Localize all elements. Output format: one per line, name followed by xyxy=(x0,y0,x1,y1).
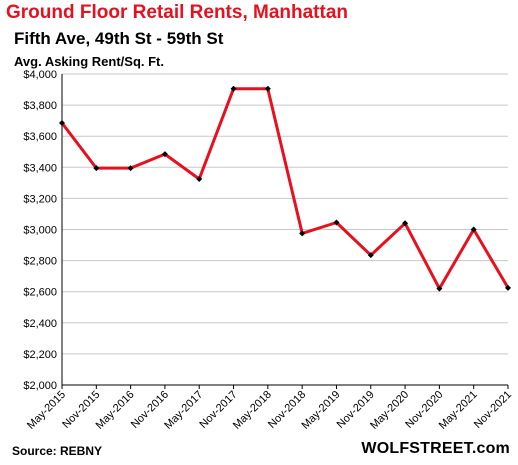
data-point xyxy=(402,220,409,227)
y-tick-label: $3,800 xyxy=(23,100,57,112)
y-tick-label: $2,200 xyxy=(23,349,57,361)
series-line-path xyxy=(60,87,510,291)
data-point xyxy=(436,285,443,292)
y-tick-labels: $2,000 $2,200 $2,400 $2,600 $2,800 $3,000 $3,2… xyxy=(23,69,57,392)
chart-subtitle: Fifth Ave, 49th St - 59th St xyxy=(14,29,224,48)
y-axis-label: Avg. Asking Rent/Sq. Ft. xyxy=(14,54,164,69)
data-point xyxy=(93,165,100,172)
y-tick-label: $2,800 xyxy=(23,256,57,268)
axes xyxy=(61,74,509,389)
gridlines xyxy=(62,73,508,355)
y-tick-label: $3,200 xyxy=(23,193,57,205)
source-note: Source: REBNY xyxy=(12,444,103,458)
y-tick-label: $3,600 xyxy=(23,131,57,143)
data-point xyxy=(230,85,237,92)
data-point xyxy=(470,226,477,233)
chart-title: Ground Floor Retail Rents, Manhattan xyxy=(6,2,349,23)
data-point xyxy=(333,219,340,226)
data-point xyxy=(59,119,65,126)
y-tick-label: $2,400 xyxy=(23,318,57,330)
brand-logo-text: WOLFSTREET.com xyxy=(361,440,510,457)
data-point xyxy=(127,165,134,172)
data-point xyxy=(367,252,374,259)
y-tick-label: $2,000 xyxy=(23,380,57,392)
data-point xyxy=(264,85,271,92)
x-tick-label: May-2015 xyxy=(25,389,68,432)
y-tick-label: $4,000 xyxy=(23,69,57,81)
x-tick-label: Nov-2021 xyxy=(472,389,514,431)
y-tick-label: $3,000 xyxy=(23,225,57,237)
data-point xyxy=(196,175,203,182)
data-point xyxy=(161,151,168,158)
data-point xyxy=(505,284,511,291)
series-line xyxy=(60,87,510,291)
y-tick-label: $2,600 xyxy=(23,287,57,299)
y-tick-label: $3,400 xyxy=(23,162,57,174)
data-points xyxy=(59,85,511,292)
data-point xyxy=(299,230,306,237)
x-tick-labels: May-2015Nov-2015May-2016Nov-2016May-2017… xyxy=(25,389,514,432)
